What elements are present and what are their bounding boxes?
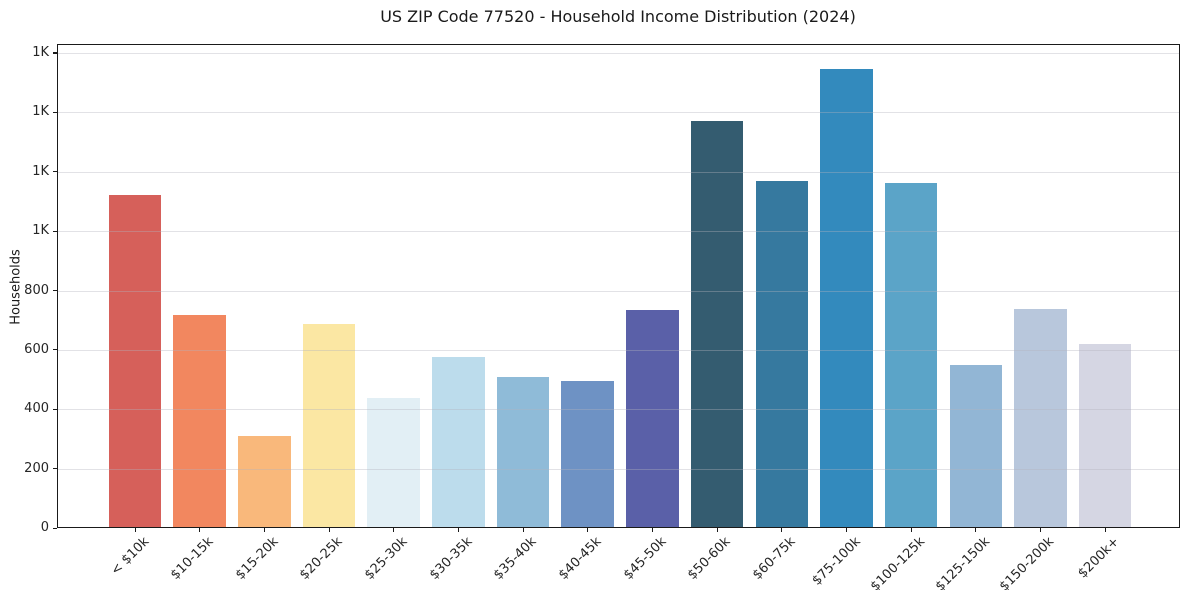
bar — [238, 436, 291, 528]
x-tick-label: < $10k — [107, 534, 152, 579]
x-axis-tick — [328, 528, 330, 532]
x-tick-label: $40-45k — [556, 534, 605, 583]
x-tick-label: $35-40k — [491, 534, 540, 583]
grid-line — [58, 349, 1179, 351]
y-axis-tick — [52, 52, 57, 54]
bar — [1078, 343, 1132, 528]
y-axis-tick — [52, 408, 57, 410]
grid-line — [58, 52, 1179, 54]
bar — [1014, 308, 1067, 528]
bar — [496, 377, 550, 528]
y-tick-label: 1K — [32, 163, 49, 179]
x-axis-tick — [1039, 528, 1042, 532]
x-axis-tick — [1104, 528, 1106, 532]
y-tick-label: 1K — [32, 223, 49, 239]
x-axis-tick — [910, 528, 912, 532]
x-tick-label: $20-25k — [297, 534, 346, 583]
bar — [884, 183, 938, 528]
grid-line — [58, 112, 1179, 114]
grid-line — [58, 468, 1179, 470]
bar — [432, 357, 485, 528]
x-axis-tick — [716, 528, 718, 532]
x-tick-label: $45-50k — [620, 534, 670, 583]
x-axis-tick — [781, 528, 783, 532]
y-tick-label: 200 — [24, 460, 49, 476]
x-axis-tick — [587, 528, 589, 532]
bar — [302, 323, 356, 528]
grid-line — [58, 231, 1179, 233]
bar — [173, 314, 226, 528]
x-tick-label: $60-75k — [750, 534, 799, 583]
y-axis-tick — [52, 349, 57, 351]
grid-line — [58, 290, 1179, 292]
y-axis-tick — [52, 230, 57, 232]
bar — [561, 381, 614, 528]
x-tick-label: $150-200k — [997, 534, 1058, 590]
y-tick-label: 800 — [24, 282, 49, 298]
bar — [755, 180, 808, 528]
x-axis-tick — [457, 528, 460, 532]
y-tick-label: 400 — [24, 401, 49, 417]
bar — [690, 121, 744, 528]
chart-title: US ZIP Code 77520 - Household Income Dis… — [380, 7, 856, 26]
x-tick-label: $125-150k — [932, 534, 993, 590]
x-axis-tick — [263, 528, 265, 532]
y-axis-tick — [52, 171, 57, 173]
bar — [626, 310, 679, 528]
x-tick-label: $75-100k — [808, 534, 864, 589]
y-axis-tick — [52, 111, 57, 113]
bar — [367, 397, 420, 528]
x-tick-label: $30-35k — [426, 534, 476, 583]
bar — [820, 69, 873, 528]
x-axis-tick — [199, 528, 201, 532]
y-axis-tick — [52, 468, 57, 470]
y-axis-tick — [52, 527, 57, 529]
y-tick-label: 0 — [40, 520, 49, 535]
y-axis-tick — [52, 290, 57, 292]
bar — [108, 195, 162, 528]
x-tick-label: $10-15k — [168, 534, 217, 583]
y-tick-label: 600 — [24, 341, 49, 357]
x-axis-tick — [134, 528, 136, 532]
grid-line — [58, 409, 1179, 411]
x-axis-tick — [393, 528, 395, 532]
x-tick-label: $100-125k — [867, 534, 928, 590]
x-tick-label: $15-20k — [232, 534, 282, 583]
x-axis-tick — [845, 528, 848, 532]
x-tick-label: $25-30k — [362, 534, 411, 583]
x-axis-tick — [651, 528, 654, 532]
grid-line — [58, 171, 1179, 173]
bar — [949, 364, 1002, 528]
x-tick-label: $50-60k — [685, 534, 734, 583]
x-axis-tick — [522, 528, 524, 532]
y-tick-label: 1K — [32, 44, 49, 60]
x-axis-tick — [975, 528, 977, 532]
x-tick-label: $200k+ — [1074, 534, 1123, 582]
y-tick-label: 1K — [32, 104, 49, 120]
